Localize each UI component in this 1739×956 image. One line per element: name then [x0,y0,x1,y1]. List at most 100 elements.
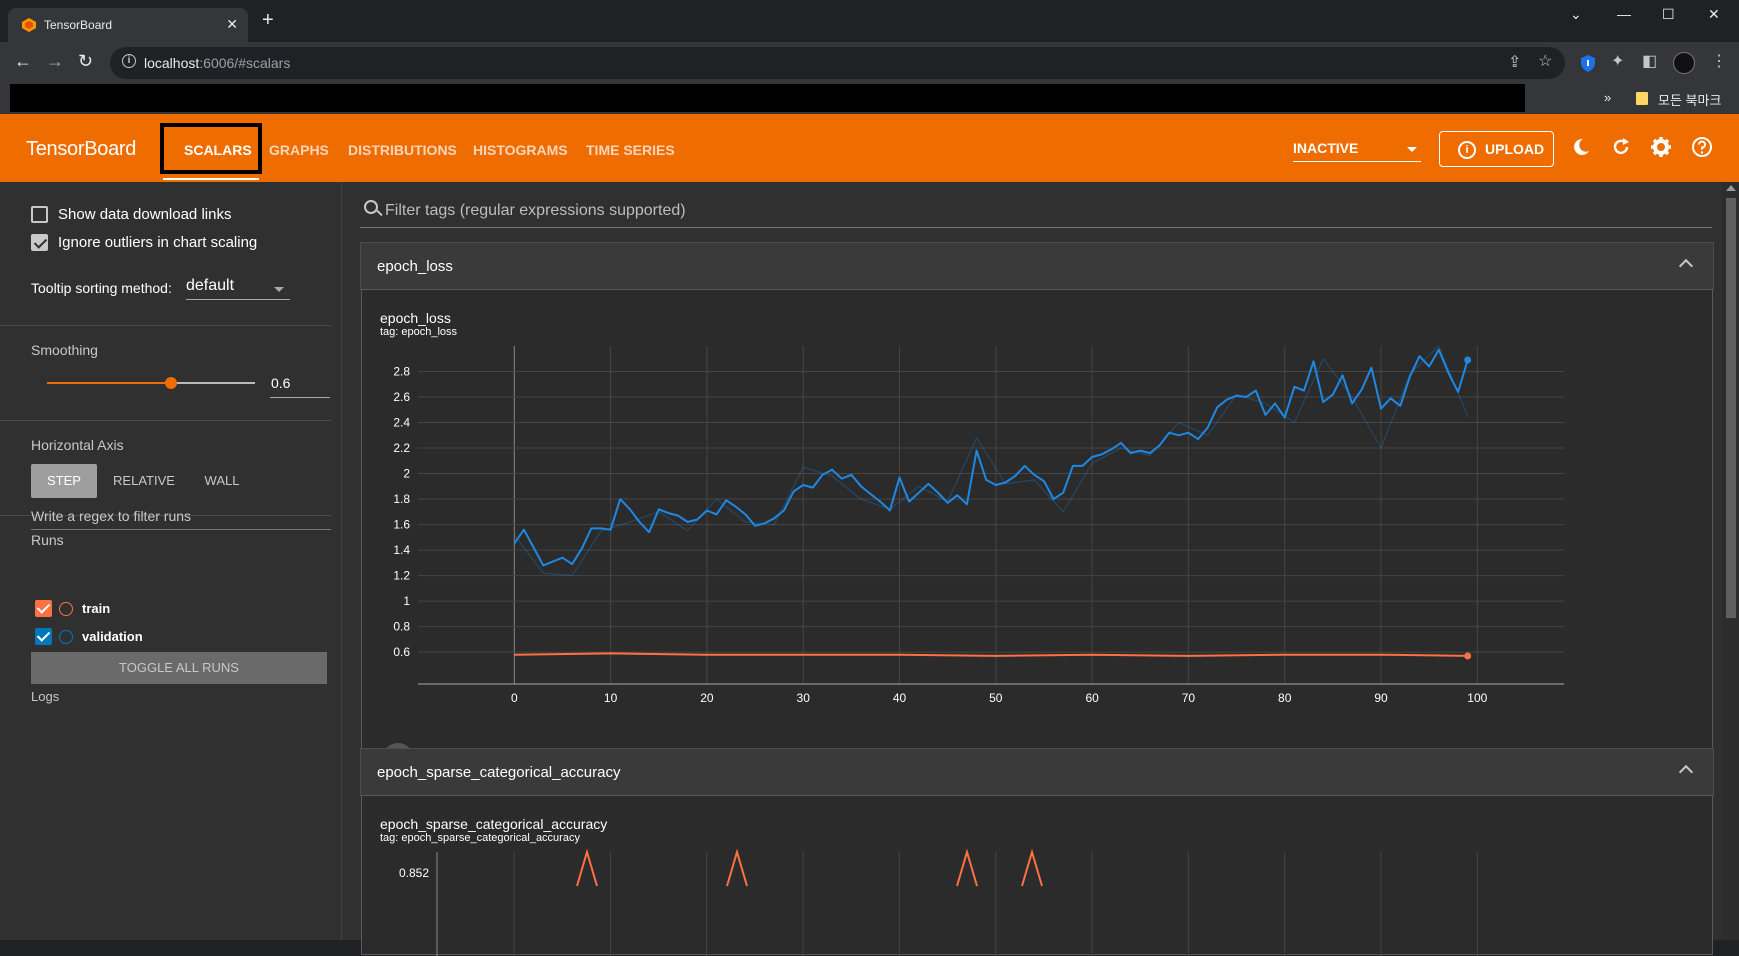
series-line-validation-raw- [513,346,1469,577]
reload-data-icon[interactable] [1611,137,1631,157]
y-tick-label: 1.6 [393,518,410,532]
show-download-links-row[interactable]: Show data download links [31,206,231,223]
x-tick-label: 30 [797,691,811,705]
x-tick-label: 100 [1467,691,1487,705]
y-tick-label: 1.8 [393,492,410,506]
tab-time-series[interactable]: TIME SERIES [586,142,675,158]
axis-relative-button[interactable]: RELATIVE [113,473,175,488]
back-arrow-icon[interactable]: ← [14,51,32,71]
search-icon [364,200,378,214]
x-tick-label: 50 [989,691,1003,705]
horizontal-axis-title: Horizontal Axis [31,437,124,453]
run-checkbox-train[interactable] [35,600,52,617]
bookmark-folder-icon [1636,92,1648,105]
y-tick-label: 1.2 [393,569,410,583]
scrollbar-thumb[interactable] [1726,198,1736,618]
maximize-button[interactable]: ☐ [1662,6,1675,22]
tab-scalars[interactable]: SCALARS [184,142,252,158]
site-info-icon[interactable]: i [122,54,136,68]
y-tick-label: 2 [403,467,410,481]
browser-menu-icon[interactable]: ⋮ [1711,53,1727,70]
group-title: epoch_sparse_categorical_accuracy [377,764,621,781]
browser-tab-title: TensorBoard [44,18,113,32]
run-label-validation: validation [82,629,143,644]
url-text[interactable]: localhost:6006/#scalars [144,55,290,71]
minimize-button[interactable]: — [1617,6,1631,22]
runs-filter-input[interactable]: Write a regex to filter runs [31,504,331,530]
tab-graphs[interactable]: GRAPHS [269,142,329,158]
upload-button[interactable]: i UPLOAD [1439,131,1554,167]
profile-avatar[interactable] [1673,52,1695,74]
epoch-loss-chart[interactable]: 0 10 20 30 40 50 60 70 80 90 100 0.6 0.8 1 1.2 1.4 1.6 1.… [362,290,1714,802]
more-bookmarks-button[interactable]: » [1604,90,1612,105]
group-header-epoch-loss[interactable]: epoch_loss [360,242,1714,290]
settings-sidebar: Show data download links Ignore outliers… [0,182,342,940]
settings-gear-icon[interactable] [1650,136,1672,158]
axis-step-button[interactable]: STEP [31,464,97,498]
series-end-point [1464,652,1472,660]
run-row-train[interactable]: train [35,600,110,617]
smoothing-value-input[interactable]: 0.6 [270,372,330,398]
x-tick-label: 70 [1182,691,1196,705]
toggle-all-runs-button[interactable]: TOGGLE ALL RUNS [31,652,327,684]
extensions-puzzle-icon[interactable]: ✦ [1611,53,1625,70]
page-scrollbar[interactable] [1722,182,1739,940]
dark-mode-moon-icon[interactable] [1571,137,1591,157]
divider [0,420,331,421]
series-line-train [1021,848,1043,887]
run-label-train: train [82,601,111,616]
all-bookmarks-link[interactable]: 모든 북마크 [1658,93,1722,108]
upload-label: UPLOAD [1485,141,1545,157]
browser-tab[interactable]: TensorBoard ✕ [8,8,248,42]
forward-arrow-icon[interactable]: → [46,51,64,71]
group-header-epoch-sparse-categorical-accuracy[interactable]: epoch_sparse_categorical_accuracy [360,748,1714,796]
tooltip-sort-select[interactable]: default [186,274,290,300]
plot-area [513,346,1469,657]
run-row-validation[interactable]: validation [35,628,143,645]
series-line-train [514,652,1468,657]
run-color-swatch[interactable] [59,629,73,644]
series-line-train [576,848,598,887]
new-tab-button[interactable]: + [262,9,274,31]
ignore-outliers-checkbox[interactable] [31,234,48,251]
tab-distributions[interactable]: DISTRIBUTIONS [348,142,457,158]
y-tick-label: 0.852 [399,866,429,880]
axis-wall-button[interactable]: WALL [204,473,240,488]
collapse-chevron-icon[interactable] [1678,764,1694,780]
dropdown-arrow-icon [274,287,284,292]
tooltip-sort-label: Tooltip sorting method: [31,280,172,296]
chart-tag: tag: epoch_loss [380,326,458,338]
address-bar[interactable]: i localhost:6006/#scalars ⇪ ☆ [110,47,1565,79]
tensorboard-header: TensorBoard SCALARS GRAPHS DISTRIBUTIONS… [0,114,1739,182]
collapse-chevron-icon[interactable] [1678,258,1694,274]
ignore-outliers-row[interactable]: Ignore outliers in chart scaling [31,234,257,251]
chart-tag: tag: epoch_sparse_categorical_accuracy [380,832,580,844]
series-line-train [726,848,748,887]
side-panel-icon[interactable]: ◧ [1642,53,1658,70]
run-color-swatch[interactable] [59,601,73,616]
bookmark-star-icon[interactable]: ☆ [1538,53,1553,70]
tab-histograms[interactable]: HISTOGRAMS [473,142,568,158]
show-download-links-checkbox[interactable] [31,206,48,223]
share-icon[interactable]: ⇪ [1508,54,1522,71]
inactive-plugins-select[interactable]: INACTIVE [1293,138,1421,162]
help-question-icon[interactable] [1691,136,1713,158]
smoothing-slider-thumb[interactable] [165,377,177,389]
reload-icon[interactable]: ↻ [78,51,94,71]
scroll-up-arrow-icon[interactable] [1726,185,1736,191]
close-tab-icon[interactable]: ✕ [226,16,238,32]
epoch-accuracy-chart[interactable]: 0.852 [362,796,1714,956]
x-tick-label: 20 [700,691,714,705]
y-tick-label: 2.8 [393,365,410,379]
brand-title: TensorBoard [26,138,137,160]
tag-filter-input[interactable]: Filter tags (regular expressions support… [360,194,1712,228]
extension-shield-icon[interactable] [1580,55,1596,72]
chart-card-epoch-sparse-categorical-accuracy: epoch_sparse_categorical_accuracy tag: e… [361,795,1714,956]
tab-search-chevron-icon[interactable]: ⌄ [1570,6,1582,22]
x-tick-label: 40 [893,691,907,705]
x-tick-label: 60 [1085,691,1099,705]
chart-card-epoch-loss: epoch_loss tag: epoch_loss 0 10 20 30 40 50 60… [361,289,1713,801]
scalars-tab-highlight [160,123,262,174]
run-checkbox-validation[interactable] [35,628,52,645]
close-window-button[interactable]: ✕ [1708,6,1720,22]
